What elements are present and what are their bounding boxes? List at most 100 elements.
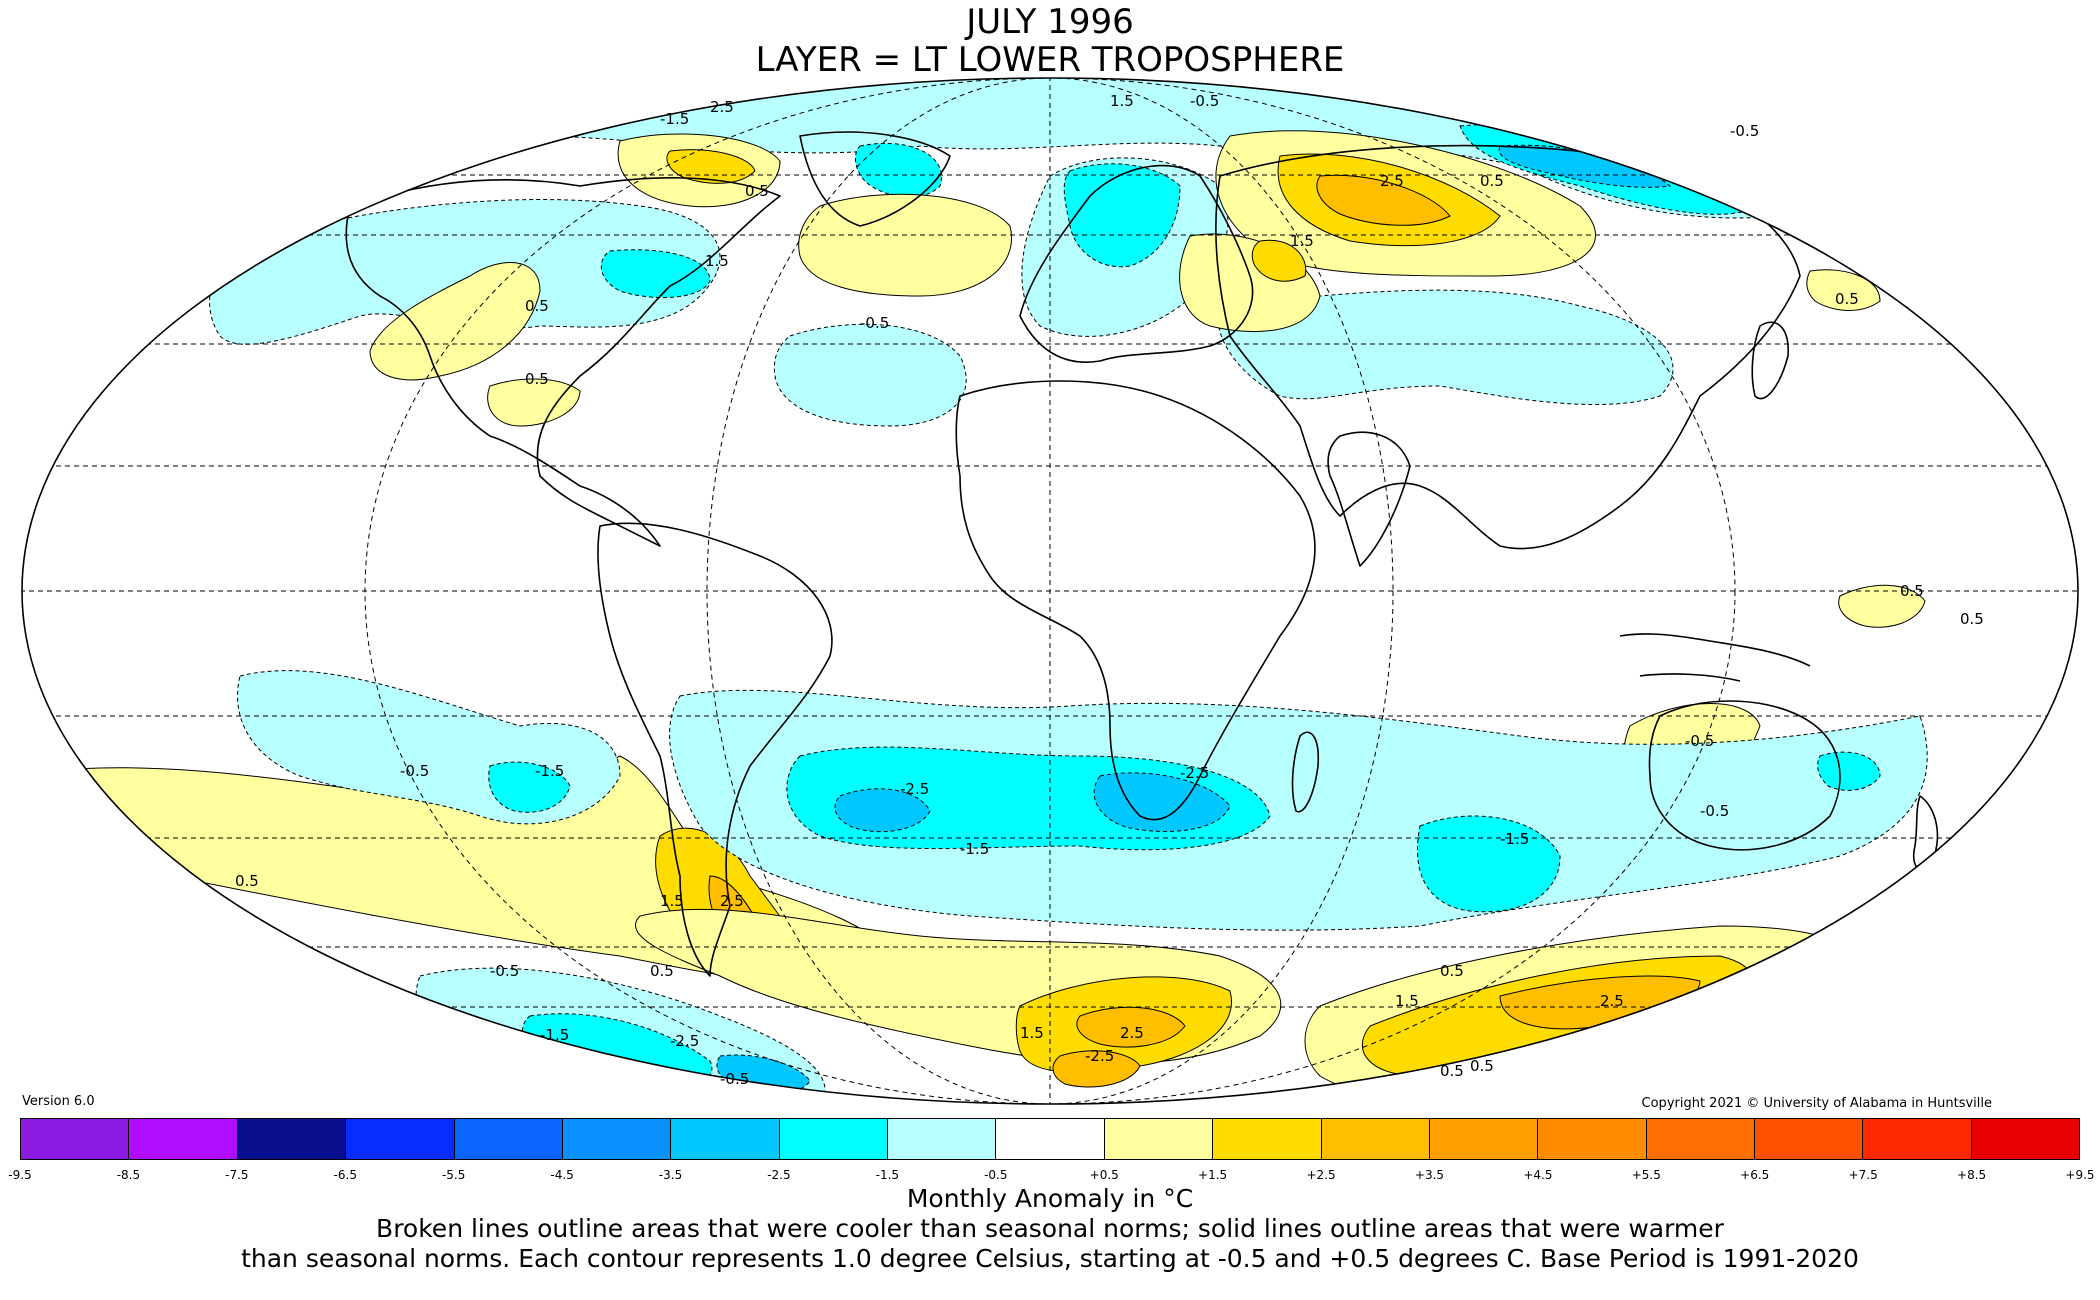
map-body [22,78,2078,1104]
caption-line-1: Broken lines outline areas that were coo… [376,1214,1724,1243]
contour-label: -1.5 [535,762,564,780]
contour-label: 0.5 [525,297,549,315]
contour-label: 0.5 [235,872,259,890]
colorbar-tick-label: +3.5 [1414,1168,1445,1182]
contour-label: 0.5 [1835,290,1859,308]
contour-label: -0.5 [1190,92,1219,110]
contour-label: -1.5 [960,840,989,858]
colorbar-tick-label: +4.5 [1523,1168,1553,1182]
colorbar-tick-label: -7.5 [225,1168,249,1182]
contour-label: 2.5 [1380,172,1404,190]
colorbar [20,1118,2080,1160]
warm-region-antarctic-peninsula [1052,1050,1141,1088]
warm-region-weddell-core [1076,1006,1186,1048]
cool-region-north-america [209,199,721,345]
colorbar-tick-label: -2.5 [767,1168,791,1182]
contour-label: -0.5 [490,962,519,980]
contour-label: 1.5 [1110,92,1134,110]
contour-label: 0.5 [1480,172,1504,190]
colorbar-tick-label: +7.5 [1848,1168,1878,1182]
warm-region-north-atlantic [798,193,1012,297]
contour-label: -1.5 [540,1026,569,1044]
colorbar-swatch [129,1119,238,1159]
contour-label: 2.5 [720,892,744,910]
cool-region-south-pacific-core [488,761,571,813]
africa-outline [955,380,1316,821]
cool-region-indian-ocean [1416,815,1561,913]
map-subtitle: LAYER = LT LOWER TROPOSPHERE [755,40,1345,80]
contour-label: -2.5 [900,780,929,798]
cool-region-greenland [854,142,942,198]
caption-line-2: than seasonal norms. Each contour repres… [241,1244,1859,1273]
contour-label: -0.5 [1685,732,1714,750]
colorbar-tick-label: +9.5 [2065,1168,2095,1182]
australia-outline [1648,700,1841,851]
warm-region-japan [1806,269,1881,311]
colorbar-tick-label: +6.5 [1740,1168,1770,1182]
warm-region-siberia-peak [1316,174,1451,226]
warm-region-europe-east-core [1251,239,1307,282]
cool-region-north-atlantic [773,323,967,427]
colorbar-tick-label: -5.5 [441,1168,466,1182]
anomaly-map: 2.5 -1.5 -0.5 1.5 0.5 -0.5 1.5 2.5 0.5 -… [21,77,2079,1105]
colorbar-swatch [1971,1119,2080,1159]
contour-label: 0.5 [1440,962,1464,980]
contour-label: 1.5 [1395,992,1419,1010]
globe-outline [21,77,2079,1105]
contour-label: 0.5 [745,182,769,200]
contour-label: 1.5 [1020,1024,1044,1042]
colorbar-swatch [1321,1119,1430,1159]
colorbar-tick-label: -9.5 [8,1168,32,1182]
japan-outline [1751,321,1789,400]
colorbar-tick-label: -3.5 [658,1168,683,1182]
colorbar-tick-label: +2.5 [1306,1168,1336,1182]
contour-label: -0.5 [1700,802,1729,820]
contour-label: 2.5 [710,98,734,116]
contour-label: 0.5 [650,962,674,980]
contour-label: -0.5 [720,1070,749,1088]
contour-label: 0.5 [525,370,549,388]
contour-label: -0.5 [400,762,429,780]
legend-title: Monthly Anomaly in °C [906,1184,1194,1213]
europe-outline [1019,164,1254,363]
colorbar-swatch [1538,1119,1647,1159]
south-america-outline [597,522,833,977]
contour-labels: 2.5 -1.5 -0.5 1.5 0.5 -0.5 1.5 2.5 0.5 -… [235,92,1984,1088]
contour-label: -0.5 [1730,122,1759,140]
indonesia-outline [1619,633,1811,682]
contour-label: 0.5 [1470,1057,1494,1075]
contour-label: 2.5 [1600,992,1624,1010]
contour-label: -2.5 [670,1032,699,1050]
contour-label: 0.5 [1440,1062,1464,1080]
colorbar-tick-label: -4.5 [550,1168,574,1182]
map-title: JULY 1996 [966,2,1134,42]
colorbar-tick-label: -8.5 [116,1168,141,1182]
warm-region-canada-west [369,262,541,381]
contour-label: 1.5 [705,252,729,270]
contour-label: 1.5 [1290,232,1314,250]
india-outline [1327,431,1411,567]
contour-label: 0.5 [1900,582,1924,600]
colorbar-swatch [454,1119,563,1159]
cool-region-south-atlantic-peak [834,788,931,833]
colorbar-swatch [346,1119,455,1159]
colorbar-tick-label: +0.5 [1089,1168,1119,1182]
contour-label: 0.5 [1960,610,1984,628]
cool-region-tasman [1817,751,1881,791]
colorbar-swatch [1863,1119,1972,1159]
colorbar-swatch [21,1119,130,1159]
copyright-label: Copyright 2021 © University of Alabama i… [1641,1096,1992,1111]
cool-region-siberia-core [1498,144,1672,188]
warm-region-philippines [1838,584,1926,628]
contour-label: -0.5 [860,314,889,332]
colorbar-swatch [1646,1119,1755,1159]
colorbar-tick-label: +5.5 [1631,1168,1661,1182]
madagascar-outline [1291,731,1320,813]
contour-label: -2.5 [1180,764,1209,782]
warm-region-usa [487,378,581,427]
colorbar-swatch [1104,1119,1214,1159]
contour-label: 2.5 [1120,1024,1144,1042]
contour-label: 1.5 [660,892,684,910]
colorbar-swatch [888,1119,997,1159]
cool-region-scandinavia [1063,163,1181,268]
